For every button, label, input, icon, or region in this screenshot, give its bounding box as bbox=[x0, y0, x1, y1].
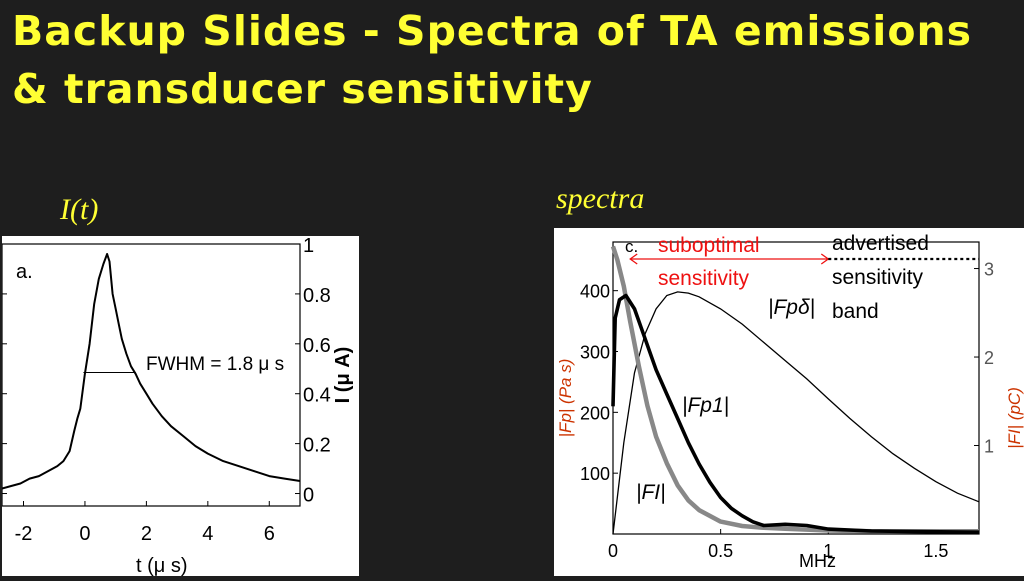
current-trace bbox=[1, 253, 301, 490]
spectra-label: spectra bbox=[556, 182, 645, 215]
advertised-text-line2: sensitivity bbox=[832, 266, 924, 289]
x-tick-label: 2 bbox=[141, 523, 152, 545]
spectra-chart: 0 0.5 1 1.5 100 200 300 400 1 2 3 MHz |Fp| (Pa s) |FI… bbox=[554, 228, 1024, 576]
y-tick-label: 0.8 bbox=[303, 285, 331, 307]
y-tick-label-right: 2 bbox=[984, 348, 994, 368]
series-fi bbox=[610, 245, 979, 534]
y-tick-label: 0.2 bbox=[303, 435, 331, 457]
y-axis-label: I (μ A) bbox=[332, 347, 354, 404]
y-tick-label-left: 200 bbox=[580, 403, 610, 423]
series-fp-delta bbox=[612, 291, 980, 535]
y-tick-label-right: 1 bbox=[984, 437, 994, 457]
y-tick-label: 0 bbox=[303, 485, 314, 507]
y-tick-label-left: 100 bbox=[580, 464, 610, 484]
y-axis-label-right: |FI| (pC) bbox=[1005, 387, 1024, 449]
x-tick-label: 1 bbox=[823, 541, 833, 561]
suboptimal-arrowhead-left bbox=[629, 253, 638, 265]
x-tick-label: 0 bbox=[608, 541, 618, 561]
x-tick-label: 1.5 bbox=[923, 541, 948, 561]
y-tick-label: 0.6 bbox=[303, 335, 331, 357]
series-label-fp1: |Fp1| bbox=[682, 394, 729, 417]
y-tick-label: 0.4 bbox=[303, 385, 331, 407]
y-tick-label-left: 400 bbox=[580, 282, 610, 302]
current-label: I(t) bbox=[60, 193, 99, 226]
current-pulse-plot: -2 0 2 4 6 0 0.2 0.4 0.6 0.8 1 t (μ s) I (μ A) a. FWHM… bbox=[1, 235, 354, 577]
fwhm-annotation: FWHM = 1.8 μ s bbox=[146, 354, 284, 375]
current-pulse-chart: -2 0 2 4 6 0 0.2 0.4 0.6 0.8 1 t (μ s) I (μ A) a. FWHM… bbox=[1, 235, 359, 577]
x-tick-label: -2 bbox=[15, 523, 33, 545]
x-tick-label: 6 bbox=[264, 523, 275, 545]
x-tick-label: 0.5 bbox=[708, 541, 733, 561]
series-label-fp-delta: |Fpδ| bbox=[768, 296, 815, 319]
y-axis-label-left: |Fp| (Pa s) bbox=[556, 359, 575, 438]
advertised-text-line3: band bbox=[832, 300, 879, 323]
x-axis-label: MHz bbox=[799, 551, 836, 571]
y-tick-label-left: 300 bbox=[580, 343, 610, 363]
spectra-plot: 0 0.5 1 1.5 100 200 300 400 1 2 3 MHz |Fp| (Pa s) |FI… bbox=[556, 232, 1024, 571]
x-axis-label: t (μ s) bbox=[136, 555, 188, 576]
x-tick-label: 0 bbox=[79, 523, 90, 545]
panel-label: a. bbox=[16, 261, 33, 283]
y-tick-label-right: 3 bbox=[984, 260, 994, 280]
x-tick-label: 4 bbox=[202, 523, 213, 545]
suboptimal-text-line1: suboptimal bbox=[658, 234, 760, 257]
suboptimal-text-line2: sensitivity bbox=[658, 267, 750, 290]
plot-frame bbox=[1, 243, 301, 507]
slide-title: Backup Slides - Spectra of TA emissions … bbox=[12, 7, 973, 113]
advertised-text-line1: advertised bbox=[832, 232, 929, 255]
series-fp1 bbox=[611, 293, 980, 534]
panel-label: c. bbox=[625, 237, 638, 256]
series-label-fi: |FI| bbox=[636, 481, 666, 504]
y-tick-label: 1 bbox=[303, 236, 314, 257]
